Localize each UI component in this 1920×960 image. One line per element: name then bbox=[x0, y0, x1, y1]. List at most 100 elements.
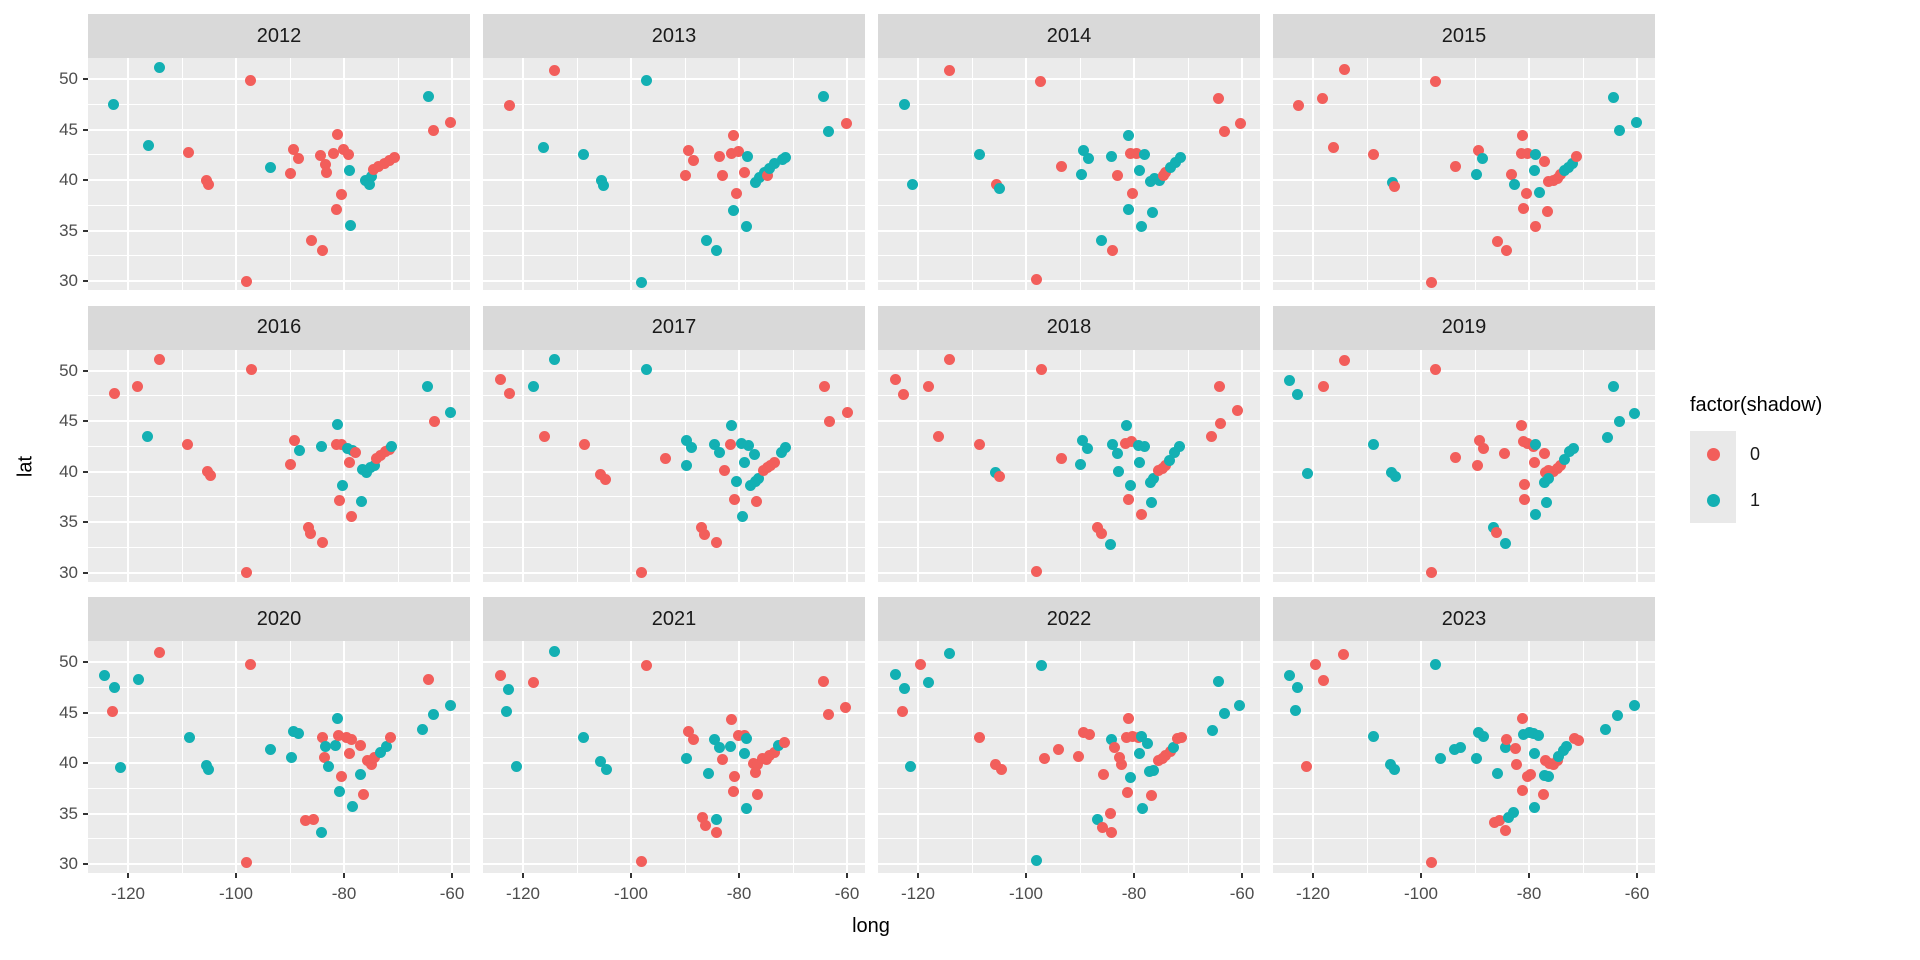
data-point bbox=[698, 528, 710, 540]
x-tick-mark bbox=[1241, 873, 1243, 878]
data-point bbox=[635, 276, 647, 288]
data-point bbox=[1283, 669, 1295, 681]
gridline-minor bbox=[88, 787, 470, 789]
data-point bbox=[738, 456, 750, 468]
y-tick-mark bbox=[83, 179, 88, 181]
data-point bbox=[346, 800, 358, 812]
data-point bbox=[369, 752, 381, 764]
data-point bbox=[344, 219, 356, 231]
data-point bbox=[1174, 440, 1186, 452]
data-point bbox=[1169, 157, 1181, 169]
data-point bbox=[1212, 675, 1224, 687]
gridline-minor bbox=[88, 154, 470, 156]
data-point bbox=[319, 159, 331, 171]
facet-panel-2015 bbox=[1273, 58, 1655, 290]
data-point bbox=[1139, 440, 1151, 452]
data-point bbox=[725, 438, 737, 450]
x-tick-label: -60 bbox=[439, 884, 465, 903]
data-point bbox=[989, 758, 1001, 770]
data-point bbox=[714, 151, 726, 163]
data-point bbox=[597, 179, 609, 191]
data-point bbox=[944, 648, 956, 660]
data-point bbox=[323, 760, 335, 772]
legend-swatch bbox=[1690, 431, 1736, 477]
gridline-major bbox=[1273, 470, 1655, 473]
gridline-major bbox=[878, 128, 1260, 131]
data-point bbox=[330, 740, 342, 752]
data-point bbox=[1290, 704, 1302, 716]
gridline-major bbox=[88, 521, 470, 523]
data-point bbox=[1607, 381, 1619, 393]
data-point bbox=[1521, 187, 1533, 199]
gridline-major bbox=[1273, 762, 1655, 764]
data-point bbox=[702, 767, 714, 779]
y-tick-mark bbox=[83, 521, 88, 523]
data-point bbox=[905, 760, 917, 772]
data-point bbox=[1426, 857, 1438, 869]
gridline-major bbox=[88, 280, 470, 282]
y-tick-label: 35 bbox=[59, 220, 78, 240]
gridline-major bbox=[127, 641, 129, 873]
data-point bbox=[417, 724, 429, 736]
gridline-minor bbox=[576, 58, 578, 290]
gridline-major bbox=[88, 420, 470, 422]
data-point bbox=[1076, 169, 1088, 181]
legend-entry-label: 0 bbox=[1750, 443, 1761, 464]
facet-strip-label: 2017 bbox=[651, 316, 697, 338]
data-point bbox=[600, 763, 612, 775]
data-point bbox=[332, 129, 344, 141]
gridline-major bbox=[88, 762, 470, 764]
data-point bbox=[141, 430, 153, 442]
x-tick-mark bbox=[1133, 873, 1135, 878]
data-point bbox=[1122, 786, 1134, 798]
data-point bbox=[305, 235, 317, 247]
data-point bbox=[750, 766, 762, 778]
data-point bbox=[205, 470, 217, 482]
data-point bbox=[1234, 699, 1246, 711]
gridline-major bbox=[878, 420, 1260, 422]
data-point bbox=[332, 418, 344, 430]
data-point bbox=[342, 149, 354, 161]
y-tick-label: 50 bbox=[59, 652, 78, 671]
data-point bbox=[1055, 161, 1067, 173]
gridline-major bbox=[451, 641, 453, 873]
x-tick-label: -80 bbox=[1121, 884, 1147, 903]
data-point bbox=[1109, 742, 1121, 754]
data-point bbox=[1491, 526, 1503, 538]
gridline-minor bbox=[483, 395, 865, 397]
x-tick-label: -120 bbox=[900, 884, 936, 903]
y-tick-label: 30 bbox=[59, 562, 78, 582]
data-point bbox=[1607, 91, 1619, 103]
data-point bbox=[736, 511, 748, 523]
facet-strip: 2012 bbox=[88, 14, 470, 58]
data-point bbox=[752, 788, 764, 800]
gridline-minor bbox=[1366, 349, 1368, 582]
y-tick-label: 40 bbox=[59, 170, 78, 189]
data-point bbox=[1494, 815, 1506, 827]
data-point bbox=[1567, 158, 1579, 170]
gridline-major bbox=[1273, 179, 1655, 181]
data-point bbox=[933, 430, 945, 442]
data-point bbox=[343, 165, 355, 177]
gridline-minor bbox=[1273, 395, 1655, 397]
data-point bbox=[753, 473, 765, 485]
gridline-minor bbox=[792, 641, 794, 873]
gridline-minor bbox=[1273, 838, 1655, 840]
gridline-minor bbox=[1273, 103, 1655, 105]
data-point bbox=[577, 149, 589, 161]
data-point bbox=[1533, 186, 1545, 198]
data-point bbox=[1517, 713, 1529, 725]
data-point bbox=[1543, 770, 1555, 782]
data-point bbox=[731, 476, 743, 488]
data-point bbox=[1528, 748, 1540, 760]
data-point bbox=[1107, 245, 1119, 257]
data-point bbox=[1612, 710, 1624, 722]
gridline-minor bbox=[181, 641, 183, 873]
gridline-minor bbox=[88, 255, 470, 257]
data-point bbox=[696, 521, 708, 533]
data-point bbox=[1499, 742, 1511, 754]
y-tick-label: 45 bbox=[59, 702, 78, 722]
facet-panel-2022 bbox=[878, 641, 1260, 873]
data-point bbox=[1516, 419, 1528, 431]
